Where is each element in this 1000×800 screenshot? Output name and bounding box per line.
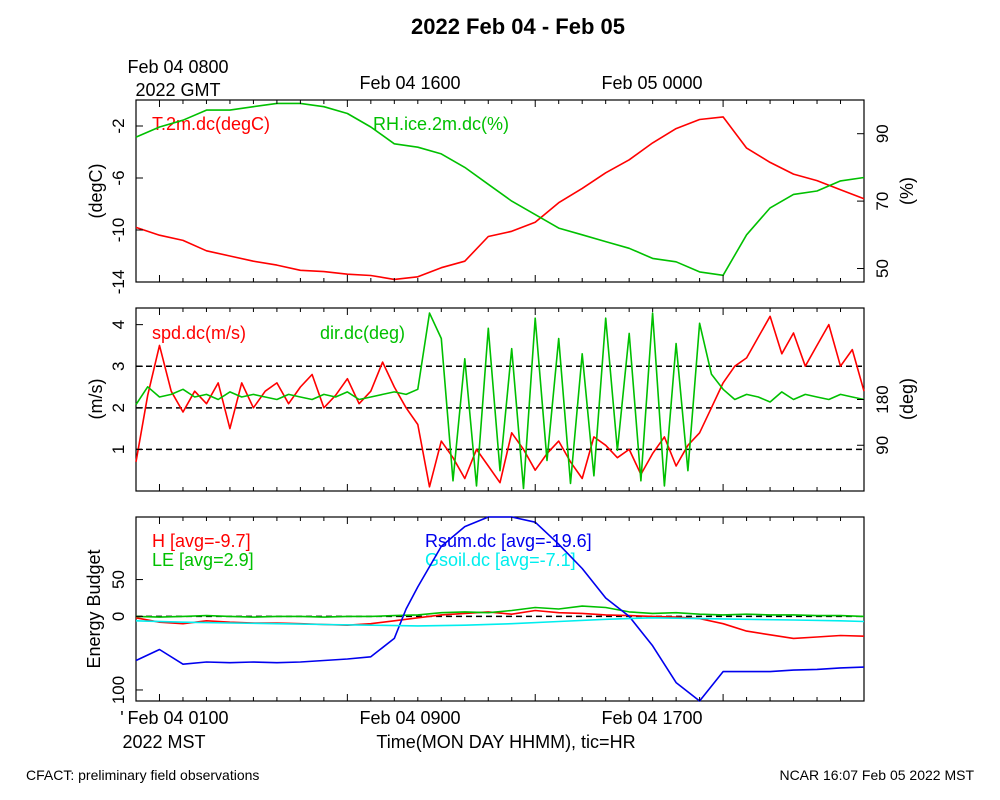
y-tick-label: -6 bbox=[109, 170, 128, 185]
svg-text:Rsum.dc [avg=-19.6]: Rsum.dc [avg=-19.6] bbox=[425, 531, 592, 551]
y-tick-label: -2 bbox=[109, 118, 128, 133]
series-gsoil-dc bbox=[135, 616, 865, 627]
y-tick-label: 3 bbox=[109, 361, 128, 370]
legend-le-name: LE bbox=[152, 550, 174, 570]
legend-le: LE [avg=2.9] bbox=[152, 550, 254, 570]
legend-gsoil: Gsoil.dc [avg=-7.1] bbox=[425, 550, 576, 570]
y-tick-label: 100 bbox=[109, 676, 128, 704]
y-tick-label: -10 bbox=[109, 218, 128, 243]
y-tick-label: -14 bbox=[109, 270, 128, 295]
series-t-2m-dc-degc bbox=[135, 116, 865, 281]
y2-tick-label: 90 bbox=[873, 124, 892, 143]
legend-wind-speed: spd.dc(m/s) bbox=[152, 323, 246, 343]
bottom-axis-sub-label: 2022 MST bbox=[122, 732, 205, 752]
legend-h: H [avg=-9.7] bbox=[152, 531, 251, 551]
y-tick-label: 4 bbox=[109, 320, 128, 329]
bottom-axis-leading-mark: ' bbox=[120, 708, 123, 728]
bottom-axis-label-0: Feb 04 0100 bbox=[127, 708, 228, 728]
top-axis-label-0: Feb 04 0800 bbox=[127, 57, 228, 77]
legend-rsum-name: Rsum.dc bbox=[425, 531, 496, 551]
panel-3-left-axis-label: Energy Budget bbox=[84, 549, 104, 668]
bottom-axis-label-2: Feb 04 1700 bbox=[601, 708, 702, 728]
legend-rsum-avg: [avg=-19.6] bbox=[501, 531, 592, 551]
panel-1-right-axis-label: (%) bbox=[897, 177, 917, 205]
y-tick-label: 1 bbox=[109, 445, 128, 454]
top-axis-label-2: Feb 05 0000 bbox=[601, 73, 702, 93]
legend-h-avg: [avg=-9.7] bbox=[170, 531, 251, 551]
y2-tick-label: 70 bbox=[873, 192, 892, 211]
legend-rsum: Rsum.dc [avg=-19.6] bbox=[425, 531, 592, 551]
y-tick-label: 0 bbox=[109, 612, 128, 621]
panel-1-left-axis-label: (degC) bbox=[86, 163, 106, 218]
bottom-axis-label-1: Feb 04 0900 bbox=[359, 708, 460, 728]
panel-2-right-axis-label: (deg) bbox=[897, 378, 917, 420]
chart-title: 2022 Feb 04 - Feb 05 bbox=[411, 14, 625, 39]
y2-tick-label: 180 bbox=[873, 385, 892, 413]
series-spd-dc-m-s bbox=[135, 315, 865, 488]
y-tick-label: 2 bbox=[109, 403, 128, 412]
y-tick-label: 50 bbox=[109, 570, 128, 589]
series-le bbox=[135, 605, 865, 618]
legend-temperature: T.2m.dc(degC) bbox=[152, 114, 270, 134]
top-axis-label-1: Feb 04 1600 bbox=[359, 73, 460, 93]
legend-gsoil-avg: [avg=-7.1] bbox=[495, 550, 576, 570]
footer-left: CFACT: preliminary field observations bbox=[26, 767, 259, 783]
svg-text:H [avg=-9.7]: H [avg=-9.7] bbox=[152, 531, 251, 551]
panel-1-frame bbox=[135, 99, 865, 283]
y2-tick-label: 50 bbox=[873, 259, 892, 278]
y2-tick-label: 90 bbox=[873, 436, 892, 455]
legend-rh-ice: RH.ice.2m.dc(%) bbox=[373, 114, 509, 134]
x-axis-title: Time(MON DAY HHMM), tic=HR bbox=[376, 732, 635, 752]
series-rh-ice-2m-dc bbox=[135, 102, 865, 277]
top-axis-sub-label: 2022 GMT bbox=[135, 80, 220, 100]
svg-text:LE [avg=2.9]: LE [avg=2.9] bbox=[152, 550, 254, 570]
series-dir-dc-deg bbox=[135, 312, 865, 490]
svg-text:Gsoil.dc [avg=-7.1]: Gsoil.dc [avg=-7.1] bbox=[425, 550, 576, 570]
legend-le-avg: [avg=2.9] bbox=[179, 550, 254, 570]
panel-2-left-axis-label: (m/s) bbox=[86, 379, 106, 420]
legend-h-name: H bbox=[152, 531, 165, 551]
legend-wind-direction: dir.dc(deg) bbox=[320, 323, 405, 343]
footer-right: NCAR 16:07 Feb 05 2022 MST bbox=[779, 767, 974, 783]
legend-gsoil-name: Gsoil.dc bbox=[425, 550, 490, 570]
